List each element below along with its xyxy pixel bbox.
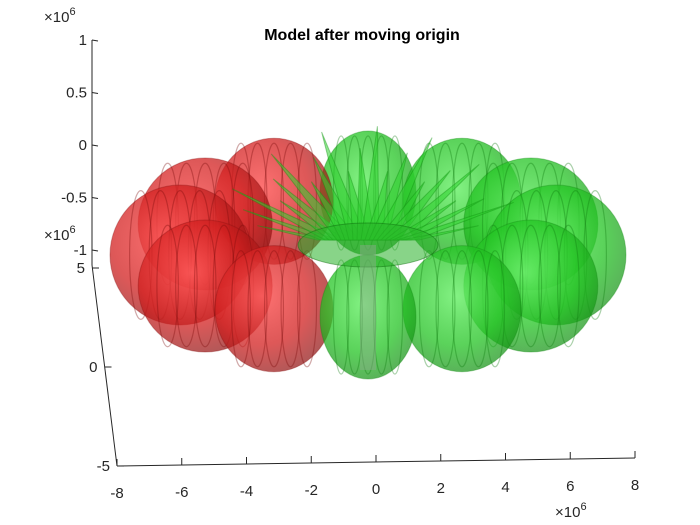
lobe-rib — [451, 250, 473, 368]
lobe-rib — [280, 250, 301, 368]
lobe-rib — [538, 224, 561, 348]
x-tick-label: 6 — [566, 478, 574, 495]
x-axis-multiplier: ×106 — [555, 501, 587, 521]
lobe-rib — [519, 224, 543, 348]
lobe-rib — [485, 250, 506, 368]
lobe-rib — [156, 224, 179, 348]
lobe-rib — [175, 224, 198, 348]
lobe-rib — [263, 250, 285, 368]
green-lobe — [402, 245, 522, 373]
x-tick-label: 0 — [372, 481, 380, 498]
x-tick-label: 2 — [437, 480, 445, 497]
z-axis-multiplier: ×106 — [44, 6, 76, 26]
x-tick-label: -6 — [175, 484, 188, 501]
z-tick-label: 0.5 — [66, 85, 87, 102]
x-tick-label: 8 — [631, 477, 639, 494]
x-tick-label: 4 — [501, 479, 509, 496]
torus-hole — [297, 222, 439, 268]
y-axis-multiplier: ×106 — [44, 224, 76, 244]
x-tick-label: -8 — [110, 485, 123, 502]
torus-surface — [109, 126, 627, 380]
z-tick-mark — [91, 197, 99, 199]
y-tick-label: -5 — [97, 458, 110, 475]
x-tick-label: -4 — [240, 483, 253, 500]
x-tick-label: -2 — [305, 482, 318, 499]
z-tick-label: 0 — [79, 137, 87, 154]
z-tick-label: -1 — [74, 242, 87, 259]
lobe-rib — [230, 250, 252, 368]
z-tick-mark — [91, 249, 99, 252]
lobe-rib — [557, 224, 580, 348]
z-ticks: -1 -0.5 0 0.5 1 — [61, 32, 99, 259]
lobe-rib — [193, 224, 217, 348]
z-tick-mark — [91, 39, 99, 42]
y-ticks: -5 0 5 — [77, 260, 124, 475]
y-tick-label: 5 — [77, 260, 85, 277]
center-axis-column — [360, 245, 376, 370]
z-tick-mark — [91, 92, 99, 94]
lobe-rib — [435, 250, 456, 368]
lobe-rib — [468, 250, 489, 368]
z-tick-label: 1 — [79, 32, 87, 49]
z-tick-mark — [91, 144, 99, 147]
x-ticks: -8 -6 -4 -2 0 2 4 6 8 — [110, 451, 639, 502]
chart-title: Model after moving origin — [264, 27, 460, 44]
z-tick-label: -0.5 — [61, 190, 87, 207]
lobe-rib — [247, 250, 268, 368]
y-axis-line — [91, 264, 118, 467]
y-tick-label: 0 — [89, 359, 97, 376]
red-lobe — [214, 245, 334, 373]
